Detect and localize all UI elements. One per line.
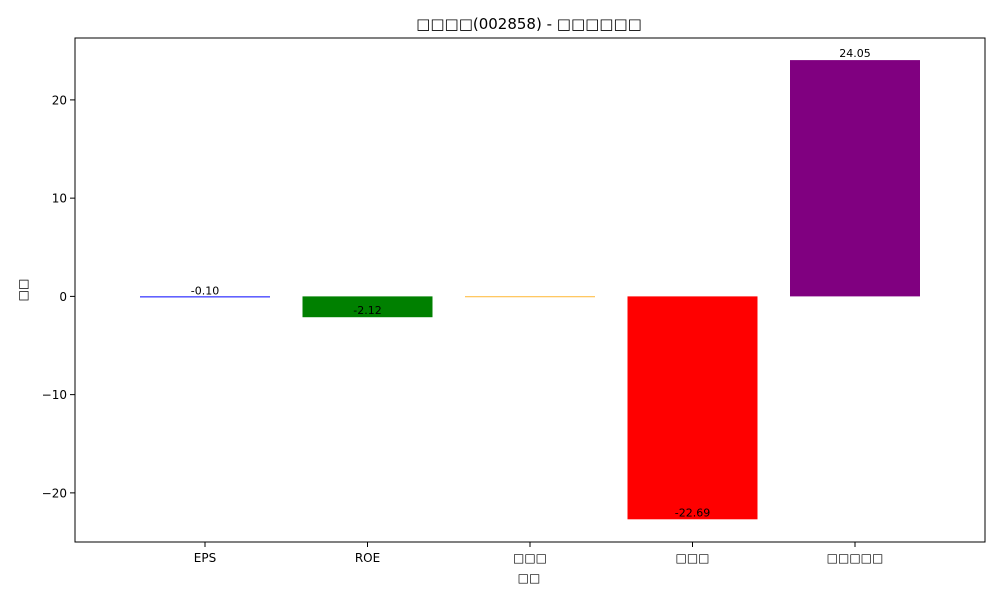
plot-area: −20 −10 0 10 20 EPS -0.10 ROE -2.12 □□□ □□□ -22.69 □… <box>42 47 920 565</box>
x-axis-label: □□ <box>518 571 541 585</box>
bar <box>302 296 433 318</box>
y-tick-label: 20 <box>52 93 67 107</box>
x-tick-label: □□□ <box>675 551 709 565</box>
y-tick-label: 10 <box>52 192 67 206</box>
y-axis-label: □□ <box>16 279 30 302</box>
x-tick-label: EPS <box>194 551 216 565</box>
bar <box>790 60 920 297</box>
x-tick-label: □□□□□ <box>827 551 884 565</box>
bar <box>465 296 595 298</box>
bar <box>627 296 758 520</box>
data-label: -2.12 <box>353 304 381 317</box>
y-tick-label: 0 <box>59 290 67 304</box>
plot-frame <box>74 37 986 543</box>
bar <box>140 296 270 298</box>
data-label: -0.10 <box>191 284 219 297</box>
x-tick-label: ROE <box>355 551 380 565</box>
y-tick-label: −10 <box>42 388 67 402</box>
x-tick-label: □□□ <box>513 551 547 565</box>
chart-title: □□□□(002858) - □□□□□□ <box>416 15 642 33</box>
data-label: -22.69 <box>675 506 710 519</box>
y-tick-label: −20 <box>42 486 67 500</box>
data-label: 24.05 <box>839 47 871 60</box>
